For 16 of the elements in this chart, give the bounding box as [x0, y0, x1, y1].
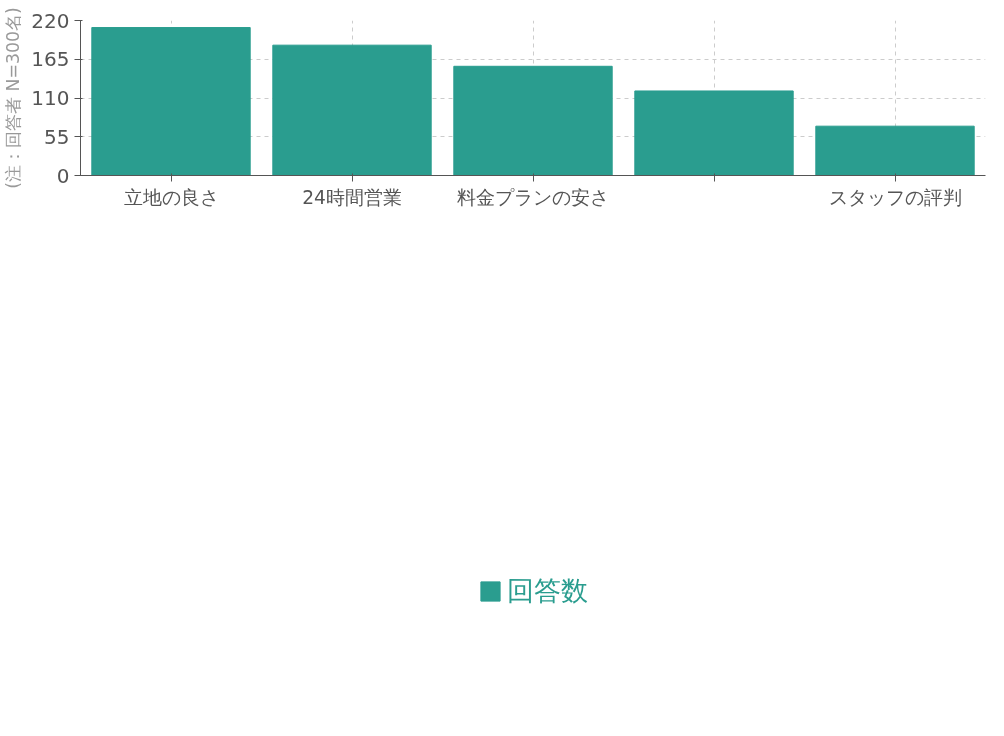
y-axis-title: (注：回答者 N=300名)	[3, 7, 24, 189]
bar	[272, 44, 432, 176]
x-tick-label: 24時間営業	[302, 186, 402, 208]
x-tick-label: 立地の良さ	[123, 186, 219, 208]
y-tick-label: 110	[31, 86, 70, 110]
y-tick-label: 0	[56, 163, 70, 188]
y-tick-label: 55	[44, 124, 70, 149]
y-tick-label: 165	[31, 47, 70, 72]
x-tick-label: 料金プランの安さ	[457, 186, 609, 208]
bar	[815, 125, 975, 176]
legend-label: 回答数	[506, 574, 588, 608]
bar	[91, 27, 251, 176]
x-tick-label: スタッフの評判	[828, 186, 962, 208]
bar	[634, 90, 794, 176]
bar	[453, 65, 613, 176]
y-tick-label: 220	[31, 8, 70, 33]
